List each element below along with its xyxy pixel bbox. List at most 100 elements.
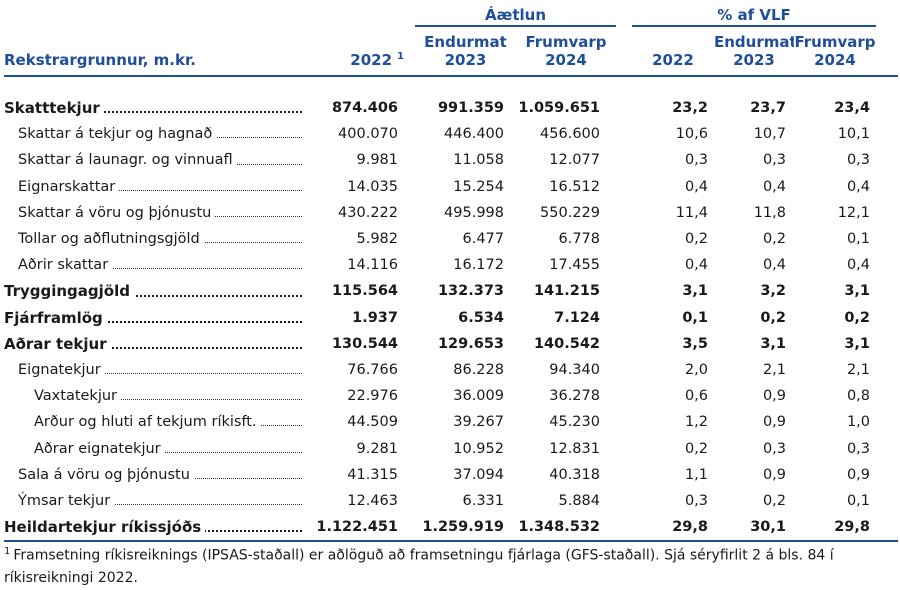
- pct-2023: 0,3: [762, 440, 786, 457]
- dot-leader: [34, 399, 302, 401]
- value-2023: 15.254: [453, 178, 504, 195]
- row-label-cell: Tollar og aðflutningsgjöld: [4, 226, 306, 252]
- spacer: [616, 435, 632, 461]
- spacer: [876, 409, 898, 435]
- header-group-row: Áætlun % af VLF: [4, 0, 898, 27]
- table-row: Skattar á launagr. og vinnuafl 9.981 11.05…: [4, 147, 898, 173]
- spacer: [404, 409, 415, 435]
- row-label-cell: Ýmsar tekjur: [4, 488, 306, 514]
- footnote-text: Framsetning ríkisreiknings (IPSAS-staðal…: [4, 547, 834, 586]
- spacer: [616, 278, 632, 304]
- table-row: Eignarskattar 14.035 15.254 16.512 0,4 0,4 0,4: [4, 174, 898, 200]
- value-2023: 446.400: [444, 126, 504, 143]
- row-label: Skattar á vöru og þjónustu: [18, 204, 216, 221]
- pct-2024: 3,1: [844, 335, 870, 352]
- spacer: [876, 200, 898, 226]
- pct-2022: 0,4: [684, 178, 708, 195]
- spacer: [404, 488, 415, 514]
- value-2023: 129.653: [437, 335, 504, 352]
- pct-2024: 0,1: [846, 231, 870, 248]
- row-label-cell: Eignarskattar: [4, 174, 306, 200]
- row-label-cell: Skattar á vöru og þjónustu: [4, 200, 306, 226]
- row-label: Heildartekjur ríkissjóðs: [4, 518, 206, 537]
- pct-2023: 2,1: [762, 361, 786, 378]
- spacer: [616, 95, 632, 121]
- pct-2023: 0,2: [762, 492, 786, 509]
- spacer: [404, 200, 415, 226]
- spacer: [616, 226, 632, 252]
- row-label-cell: Skattar á tekjur og hagnað: [4, 121, 306, 147]
- value-2024: 17.455: [549, 257, 600, 274]
- value-2022: 14.035: [347, 178, 398, 195]
- spacer: [404, 357, 415, 383]
- pct-2023: 30,1: [714, 514, 794, 543]
- pct-2022: 0,3: [684, 492, 708, 509]
- footnote-mark: 1: [4, 546, 11, 557]
- header-year-row: Rekstrargrunnur, m.kr. 2022 1 2023 2024 2…: [4, 51, 898, 77]
- row-label: Eignarskattar: [18, 178, 120, 195]
- value-2024: 7.124: [554, 309, 600, 326]
- footnote: 1 Framsetning ríkisreiknings (IPSAS-staða…: [4, 541, 896, 589]
- spacer: [616, 252, 632, 278]
- spacer: [876, 174, 898, 200]
- spacer: [616, 121, 632, 147]
- pct-2023: 11,8: [753, 204, 786, 221]
- spacer: [876, 121, 898, 147]
- value-2023: 6.331: [462, 492, 504, 509]
- row-label: Skattar á tekjur og hagnað: [18, 126, 217, 143]
- pct-2022: 3,1: [682, 283, 708, 300]
- value-2024: 550.229: [540, 204, 600, 221]
- pct-2022: 10,6: [675, 126, 708, 143]
- spacer: [616, 305, 632, 331]
- pct-2022: 0,1: [682, 309, 708, 326]
- row-label: Arður og hluti af tekjum ríkisft.: [34, 414, 261, 431]
- value-2023: 495.998: [444, 204, 504, 221]
- value-2024: 5.884: [558, 492, 600, 509]
- value-2022: 9.981: [356, 152, 398, 169]
- pct-2022: 0,2: [684, 231, 708, 248]
- dot-leader: [4, 320, 302, 323]
- value-2023: 10.952: [453, 440, 504, 457]
- dot-leader: [18, 373, 302, 375]
- dot-leader: [18, 189, 302, 191]
- spacer: [404, 462, 415, 488]
- row-label-cell: Skatttekjur: [4, 95, 306, 121]
- table-row: Skattar á tekjur og hagnað 400.070 446.400…: [4, 121, 898, 147]
- col-header-pct-2023: 2023: [714, 51, 794, 77]
- pct-2024: 1,0: [846, 414, 870, 431]
- table-row: Sala á vöru og þjónustu 41.315 37.094 40.31…: [4, 462, 898, 488]
- spacer: [876, 331, 898, 357]
- spacer: [616, 409, 632, 435]
- value-2024: 1.059.651: [518, 100, 600, 117]
- spacer: [404, 383, 415, 409]
- value-2024: 36.278: [549, 388, 600, 405]
- value-2024: 140.542: [533, 335, 600, 352]
- value-2023: 6.534: [458, 309, 504, 326]
- spacer: [876, 462, 898, 488]
- spacer: [876, 357, 898, 383]
- pct-2023: 0,9: [762, 388, 786, 405]
- dot-leader: [18, 268, 302, 270]
- spacer: [616, 488, 632, 514]
- spacer: [404, 435, 415, 461]
- row-label: Aðrar tekjur: [4, 334, 111, 353]
- value-2024: 94.340: [549, 361, 600, 378]
- table-row: Arður og hluti af tekjum ríkisft. 44.509 3…: [4, 409, 898, 435]
- value-2024: 141.215: [533, 283, 600, 300]
- table-row: Vaxtatekjur 22.976 36.009 36.278 0,6 0,9 0,8: [4, 383, 898, 409]
- spacer: [876, 95, 898, 121]
- spacer: [876, 514, 898, 543]
- spacer: [404, 252, 415, 278]
- row-label: Aðrar eignatekjur: [34, 440, 165, 457]
- row-label-cell: Sala á vöru og þjónustu: [4, 462, 306, 488]
- spacer: [616, 147, 632, 173]
- value-2022: 874.406: [331, 100, 398, 117]
- col-header-frumvarp: Frumvarp: [525, 33, 607, 51]
- pct-2023: 0,2: [760, 309, 786, 326]
- pct-2024: 3,1: [844, 283, 870, 300]
- table-row: Tollar og aðflutningsgjöld 5.982 6.477 6.77…: [4, 226, 898, 252]
- dot-leader: [4, 346, 302, 349]
- spacer: [404, 331, 415, 357]
- pct-2023: 23,7: [750, 100, 786, 117]
